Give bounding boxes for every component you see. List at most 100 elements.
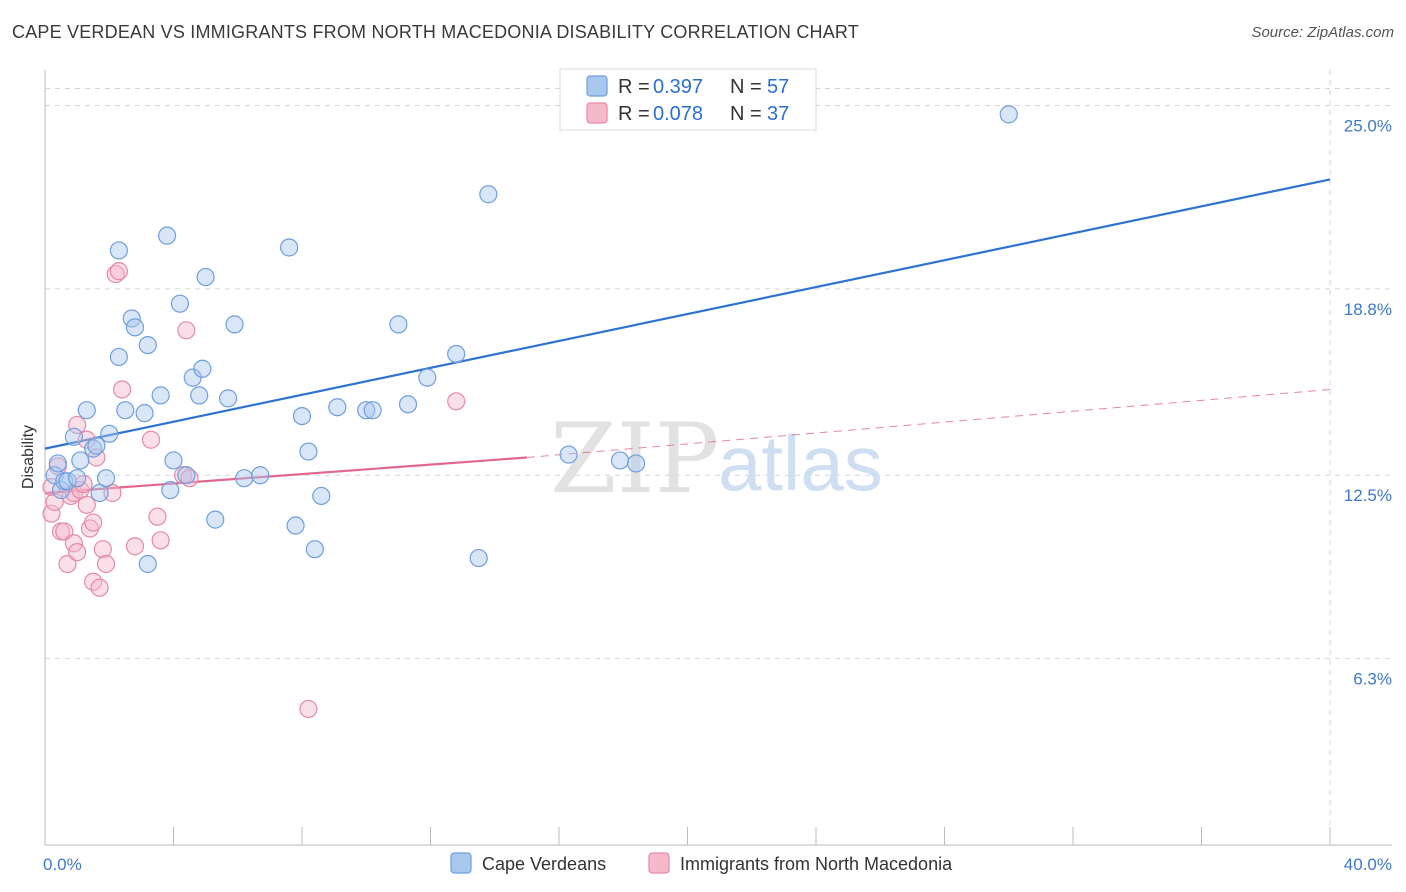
point-cape-verdean	[68, 469, 87, 488]
legend-swatch-blue	[586, 75, 608, 97]
legend-n-label-pink: N =	[730, 103, 762, 125]
point-cape-verdean	[559, 445, 578, 464]
point-north-macedonia	[112, 380, 132, 399]
point-cape-verdean	[125, 318, 145, 337]
point-cape-verdean	[177, 466, 196, 485]
point-north-macedonia	[447, 392, 466, 411]
point-north-macedonia	[180, 469, 199, 488]
legend-r-value-blue: 0.397	[653, 76, 703, 98]
point-cape-verdean	[225, 315, 244, 334]
point-north-macedonia	[58, 554, 77, 574]
point-north-macedonia	[90, 578, 109, 597]
watermark-zip: ZIP	[550, 403, 719, 515]
point-cape-verdean	[292, 406, 312, 426]
point-cape-verdean	[447, 344, 466, 364]
y-tick-label: 6.3%	[1353, 670, 1392, 689]
x-tick-label: 0.0%	[43, 855, 82, 874]
legend-r-label-pink: R =	[618, 103, 650, 125]
point-north-macedonia	[141, 430, 161, 449]
point-cape-verdean	[280, 238, 299, 257]
point-cape-verdean	[219, 389, 238, 408]
point-north-macedonia	[68, 415, 87, 435]
point-cape-verdean	[64, 427, 84, 446]
legend-bottom-swatch-pink	[648, 852, 670, 874]
trend-line-cape-verdeans	[44, 178, 1331, 450]
point-cape-verdean	[196, 267, 215, 287]
point-cape-verdean	[100, 424, 119, 443]
point-north-macedonia	[125, 537, 145, 556]
point-cape-verdean	[418, 368, 437, 387]
point-cape-verdean	[312, 486, 331, 506]
point-cape-verdean	[157, 226, 177, 245]
point-north-macedonia	[151, 531, 170, 550]
point-cape-verdean	[479, 185, 498, 204]
data-points	[42, 105, 1018, 719]
point-north-macedonia	[45, 492, 64, 511]
point-cape-verdean	[190, 386, 209, 405]
point-cape-verdean	[389, 315, 408, 334]
point-north-macedonia	[93, 540, 112, 559]
point-cape-verdean	[193, 359, 212, 378]
x-tick-label: 40.0%	[1344, 855, 1392, 874]
point-cape-verdean	[71, 451, 90, 470]
point-cape-verdean	[138, 335, 157, 355]
point-north-macedonia	[42, 504, 61, 523]
legend-n-value-pink: 37	[767, 103, 789, 125]
point-cape-verdean	[999, 105, 1018, 124]
legend-n-value-blue: 57	[767, 76, 789, 98]
point-cape-verdean	[109, 241, 128, 260]
point-north-macedonia	[55, 522, 74, 541]
legend-bottom-label-blue: Cape Verdeans	[482, 854, 606, 874]
point-cape-verdean	[251, 466, 270, 485]
point-cape-verdean	[48, 454, 67, 473]
legend-swatch-pink	[586, 102, 608, 124]
point-north-macedonia	[68, 543, 87, 562]
point-cape-verdean	[299, 442, 318, 461]
point-north-macedonia	[106, 265, 125, 284]
point-north-macedonia	[84, 513, 103, 532]
source-label: Source: ZipAtlas.com	[1251, 24, 1394, 41]
point-cape-verdean	[626, 454, 646, 473]
legend-bottom-label-pink: Immigrants from North Macedonia	[680, 854, 953, 874]
point-cape-verdean	[151, 386, 170, 405]
point-cape-verdean	[164, 451, 183, 470]
point-cape-verdean	[87, 436, 106, 455]
point-cape-verdean	[286, 516, 305, 535]
legend-bottom: Cape Verdeans Immigrants from North Mace…	[450, 852, 953, 874]
y-tick-label: 25.0%	[1344, 116, 1392, 135]
point-cape-verdean	[206, 510, 225, 529]
point-cape-verdean	[77, 401, 96, 420]
point-north-macedonia	[96, 554, 116, 574]
point-cape-verdean	[116, 401, 135, 420]
point-north-macedonia	[177, 321, 196, 340]
chart-title: CAPE VERDEAN VS IMMIGRANTS FROM NORTH MA…	[12, 22, 859, 42]
point-north-macedonia	[299, 699, 318, 719]
point-cape-verdean	[161, 480, 180, 500]
watermark: ZIP atlas	[550, 403, 883, 515]
point-cape-verdean	[363, 401, 382, 420]
point-cape-verdean	[170, 294, 190, 313]
point-cape-verdean	[96, 469, 116, 488]
point-cape-verdean	[135, 404, 154, 423]
axes	[44, 70, 1392, 846]
y-tick-label: 12.5%	[1344, 486, 1392, 505]
legend-bottom-swatch-blue	[450, 852, 472, 874]
point-north-macedonia	[148, 507, 167, 526]
point-cape-verdean	[357, 401, 376, 420]
trend-line-north-macedonia	[44, 456, 527, 495]
legend-top: R = 0.397 N = 57 R = 0.078 N = 37	[559, 68, 817, 131]
point-north-macedonia	[77, 495, 96, 514]
point-cape-verdean	[398, 395, 418, 414]
point-cape-verdean	[469, 548, 488, 568]
tick-labels: 6.3% 12.5% 18.8% 25.0% 0.0% 40.0%	[43, 116, 1392, 874]
point-cape-verdean	[328, 398, 347, 417]
trend-lines	[44, 178, 1331, 495]
point-cape-verdean	[109, 347, 128, 367]
y-tick-label: 18.8%	[1344, 300, 1392, 319]
watermark-atlas: atlas	[718, 419, 883, 507]
point-north-macedonia	[109, 262, 128, 281]
point-cape-verdean	[235, 469, 254, 488]
point-cape-verdean	[305, 540, 324, 559]
point-cape-verdean	[138, 554, 157, 574]
